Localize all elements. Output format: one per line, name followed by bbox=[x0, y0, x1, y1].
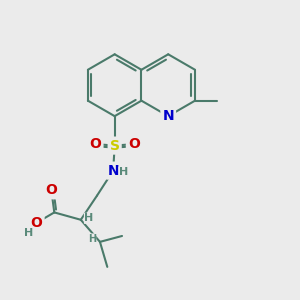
Text: O: O bbox=[45, 183, 57, 197]
Text: S: S bbox=[110, 139, 120, 153]
Text: N: N bbox=[162, 109, 174, 123]
Text: O: O bbox=[90, 137, 101, 151]
Text: O: O bbox=[31, 216, 43, 230]
Text: N: N bbox=[107, 164, 119, 178]
Text: H: H bbox=[24, 228, 33, 238]
Text: O: O bbox=[128, 137, 140, 151]
Text: H: H bbox=[119, 167, 128, 177]
Text: H: H bbox=[88, 234, 96, 244]
Text: H: H bbox=[84, 213, 94, 223]
